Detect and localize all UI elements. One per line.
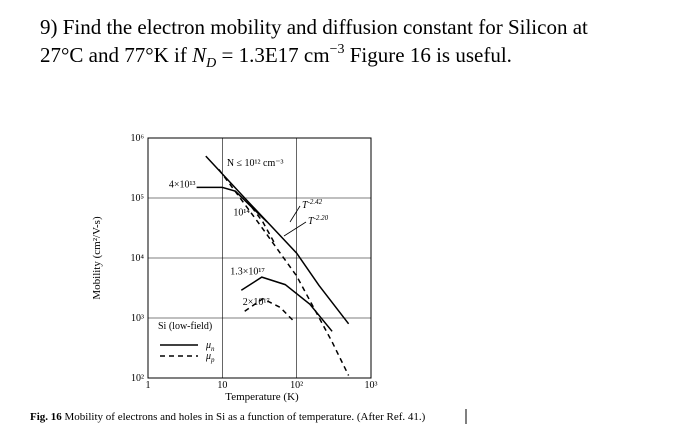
exponent: -2.20 <box>314 214 329 222</box>
x-axis-label: Temperature (K) <box>225 391 299 403</box>
y-tick-label: 10³ <box>131 313 144 324</box>
y-tick-label: 10² <box>131 373 144 384</box>
y-tick-label: 10⁵ <box>131 193 145 204</box>
curve <box>218 168 350 376</box>
curve <box>205 155 350 325</box>
text: 27°C and 77°K if <box>40 43 187 67</box>
subscript: D <box>205 56 216 71</box>
power-law: T-2.20 <box>308 214 329 227</box>
symbol: μ <box>205 340 211 351</box>
caption: Fig. 16 Mobility of electrons and holes … <box>30 411 426 423</box>
subscript: n <box>211 345 215 353</box>
legend-title: Si (low-field) <box>158 321 212 332</box>
curve-label: 1.3×10¹⁷ <box>230 266 265 277</box>
plot: 1 10 10² 10³ 10² 10³ 10⁴ 10⁵ 10⁶ N ≤ 10¹² cm⁻³ 4×1… <box>131 133 378 391</box>
pointer <box>289 205 301 223</box>
x-tick-label: 10 <box>217 380 227 391</box>
base: T <box>302 200 309 211</box>
symbol: N <box>191 43 207 67</box>
caption-text: Mobility of electrons and holes in Si as… <box>65 411 426 423</box>
y-tick-label: 10⁶ <box>131 133 145 144</box>
curve-label: 10¹⁴ <box>233 207 250 218</box>
curve <box>196 186 268 223</box>
symbol: μ <box>205 351 211 362</box>
subscript: p <box>210 356 215 364</box>
curve-label: N ≤ 10¹² cm⁻³ <box>227 158 284 169</box>
curve-label: 4×10¹³ <box>169 179 196 190</box>
legend-entry: μp <box>205 351 215 364</box>
curve-label: 2×10¹⁷ <box>243 297 271 308</box>
base: T <box>308 216 315 227</box>
value: = 1.3E17 cm <box>222 43 330 67</box>
question-line: 27°C and 77°K if ND = 1.3E17 cm−3 Figure… <box>40 34 512 72</box>
curve <box>244 297 294 322</box>
power-law: T-2.42 <box>302 198 323 211</box>
x-tick-label: 10² <box>290 380 303 391</box>
question-line: 9) Find the electron mobility and diffus… <box>40 15 588 39</box>
x-tick-label: 1 <box>146 380 151 391</box>
exponent: −3 <box>330 42 345 57</box>
y-tick-label: 10⁴ <box>131 253 145 264</box>
pointer <box>283 221 307 237</box>
tail: Figure 16 is useful. <box>350 43 512 67</box>
legend-entry: μn <box>205 340 215 353</box>
x-tick-label: 10³ <box>365 380 378 391</box>
exponent: -2.42 <box>308 198 323 206</box>
y-axis-label: Mobility (cm²/V-s) <box>91 216 103 300</box>
caption-label: Fig. 16 <box>30 411 62 423</box>
curve <box>251 206 275 244</box>
